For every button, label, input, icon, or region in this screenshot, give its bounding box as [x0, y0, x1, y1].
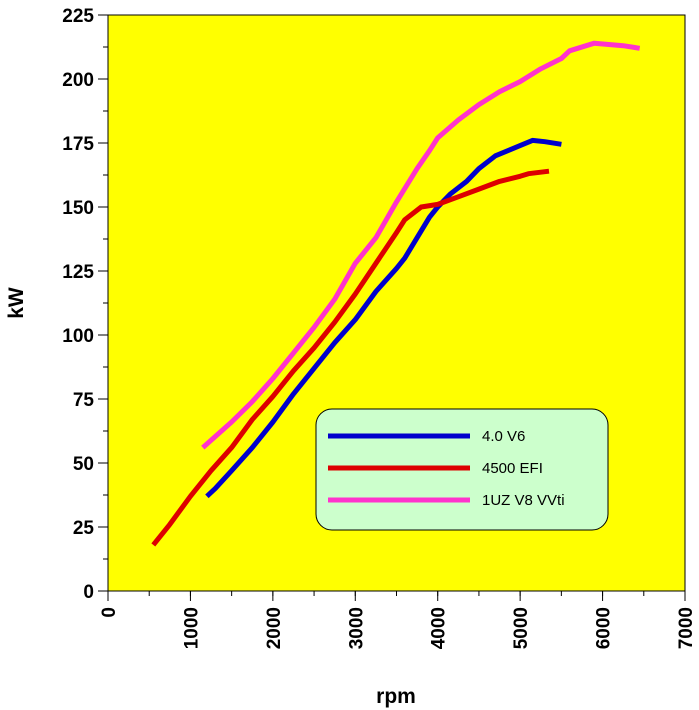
- y-tick-label: 225: [62, 6, 94, 27]
- x-tick-label: 6000: [594, 607, 615, 649]
- y-tick-label: 25: [73, 518, 95, 539]
- x-tick-label: 5000: [511, 607, 532, 649]
- x-tick-label: 1000: [181, 607, 202, 649]
- x-axis-title: rpm: [376, 685, 416, 708]
- x-tick-label: 7000: [676, 607, 697, 649]
- y-tick-label: 100: [62, 326, 94, 347]
- x-tick-label: 3000: [346, 607, 367, 649]
- legend: 4.0 V6 4500 EFI 1UZ V8 VVti: [315, 408, 609, 531]
- series-line-3: [201, 40, 641, 450]
- legend-label-3: 1UZ V8 VVti: [482, 492, 565, 509]
- x-tick-label: 0: [99, 607, 120, 618]
- legend-label-2: 4500 EFI: [482, 460, 543, 477]
- axis-major-ticks: [98, 14, 686, 601]
- series-line-2: [151, 168, 550, 547]
- series-line-1: [205, 137, 562, 499]
- y-axis-tick-labels: 0 25 50 75 100 125 150 175 200 225: [62, 6, 94, 603]
- x-axis-tick-labels: 0 1000 2000 3000 4000 5000 6000 7000: [99, 607, 697, 649]
- y-tick-label: 0: [83, 582, 94, 603]
- x-tick-label: 2000: [264, 607, 285, 649]
- y-tick-label: 50: [73, 454, 94, 475]
- y-tick-label: 125: [62, 262, 94, 283]
- series-lines: [151, 40, 641, 547]
- y-tick-label: 150: [62, 198, 94, 219]
- y-tick-label: 200: [62, 70, 94, 91]
- y-tick-label: 75: [73, 390, 95, 411]
- y-axis-title: kW: [5, 287, 28, 319]
- x-tick-label: 4000: [429, 607, 450, 649]
- y-tick-label: 175: [62, 134, 94, 155]
- legend-label-1: 4.0 V6: [482, 428, 525, 445]
